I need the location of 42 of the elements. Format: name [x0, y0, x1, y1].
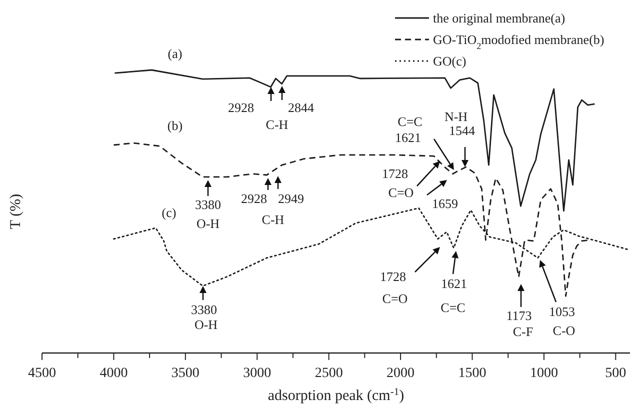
annotation: 1728 — [382, 166, 408, 181]
x-tick-label: 3500 — [171, 366, 200, 381]
annotation: O-H — [196, 216, 220, 231]
annotation: C-F — [512, 324, 534, 339]
annotation: 1621 — [395, 130, 421, 145]
x-tick-label: 500 — [605, 366, 626, 381]
x-tick-label: 2500 — [314, 366, 343, 381]
x-axis-title: adsorption peak (cm$^{-1}$) — [268, 386, 404, 404]
annotation: C=C — [398, 114, 422, 129]
legend-label: GO-TiO$_{2}$modofied membrane(b) — [433, 32, 604, 51]
annotation: 3380 — [195, 197, 221, 212]
annotation: 2844 — [288, 100, 314, 115]
annotation: N-H — [444, 109, 468, 124]
annotation: (c) — [162, 205, 176, 220]
x-tick-label: 4000 — [100, 366, 128, 381]
annotation: C-H — [262, 212, 284, 227]
annotation: 2928 — [228, 100, 254, 115]
annotation: (b) — [167, 118, 183, 133]
annotation: 1728 — [380, 269, 406, 284]
annotation: 1173 — [506, 308, 532, 323]
annotation: 1659 — [432, 196, 458, 211]
legend-label: the original membrane(a) — [433, 10, 566, 26]
x-tick-label: 3000 — [243, 366, 272, 381]
x-tick-label: 1500 — [458, 366, 486, 381]
text: (a) — [168, 46, 182, 61]
y-axis-title: T (%) — [8, 194, 24, 230]
annotation: 2928 — [241, 191, 267, 206]
annotation: 3380 — [191, 302, 217, 317]
annotation: O-H — [194, 317, 218, 332]
annotation: C-O — [552, 323, 576, 338]
annotation: C=C — [440, 300, 466, 315]
annotation: C=O — [388, 185, 414, 200]
annotation: C-H — [266, 117, 288, 132]
x-tick-label: 2000 — [386, 366, 415, 381]
x-tick-label: 4500 — [28, 366, 56, 381]
annotation: 1053 — [549, 304, 575, 319]
x-tick-label: 1000 — [530, 366, 558, 381]
annotation: 1621 — [441, 276, 467, 291]
legend-label: GO(c) — [433, 54, 466, 68]
annotation: C=O — [382, 291, 408, 306]
annotation: 2949 — [278, 191, 304, 206]
annotation: 1544 — [449, 123, 476, 138]
